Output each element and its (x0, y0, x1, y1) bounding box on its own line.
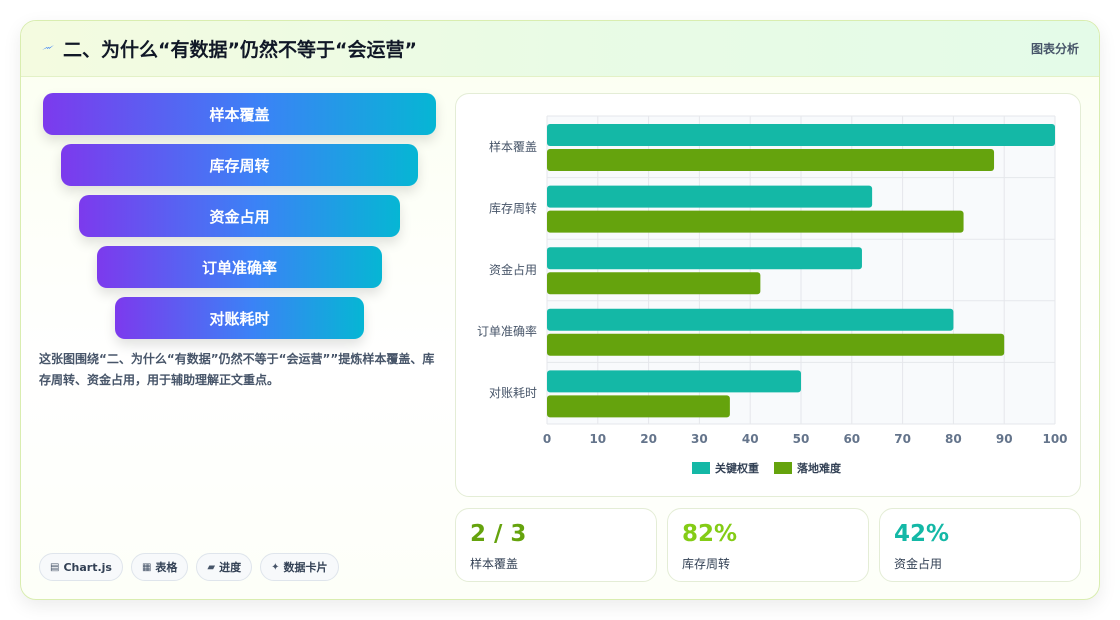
chip-progress[interactable]: ▰ 进度 (196, 553, 253, 581)
x-tick-label: 30 (691, 432, 708, 446)
bar-difficulty (547, 333, 1005, 356)
bar-weight (547, 124, 1055, 146)
x-tick-label: 70 (894, 432, 911, 446)
funnel-label: 资金占用 (209, 207, 270, 226)
category-label: 资金占用 (489, 262, 537, 277)
chart-panel: 样本覆盖库存周转资金占用订单准确率对账耗时 0 10 20 30 40 50 60 70 80 90… (455, 93, 1081, 497)
category-label: 样本覆盖 (489, 139, 537, 154)
tech-chips: ▤ Chart.js ▦ 表格 ▰ 进度 ✦ 数据卡片 (39, 553, 339, 581)
funnel-bar-inventory-turnover: 库存周转 (61, 144, 418, 186)
stat-value: 42% (894, 521, 950, 547)
card-icon: ✦ (271, 561, 280, 573)
x-tick-label: 80 (945, 432, 962, 446)
x-tick-label: 20 (640, 432, 657, 446)
bar-weight (547, 247, 862, 270)
bar-difficulty (547, 210, 964, 233)
stat-value: 2 / 3 (470, 521, 527, 547)
funnel-label: 样本覆盖 (209, 105, 270, 124)
chart-analysis-tag: 图表分析 (1030, 42, 1079, 56)
chip-chartjs[interactable]: ▤ Chart.js (39, 553, 123, 581)
stat-card-inventory-turnover: 82% 库存周转 (667, 508, 869, 582)
funnel-bar-reconciliation-time: 对账耗时 (115, 297, 364, 339)
x-tick-label: 50 (793, 432, 810, 446)
bar-weight (547, 185, 873, 208)
x-tick-label: 40 (742, 432, 759, 446)
category-label: 订单准确率 (477, 324, 537, 339)
chip-table[interactable]: ▦ 表格 (130, 553, 189, 581)
funnel-label: 库存周转 (209, 156, 270, 175)
table-icon: ▦ (141, 561, 152, 573)
section-header: 二、为什么“有数据”仍然不等于“会运营” 图表分析 (21, 21, 1099, 77)
category-label: 库存周转 (489, 200, 537, 215)
stat-label: 资金占用 (894, 557, 943, 571)
progress-icon: ▰ (207, 561, 216, 573)
stat-card-sample-coverage: 2 / 3 样本覆盖 (455, 508, 657, 582)
chip-data-card[interactable]: ✦ 数据卡片 (260, 553, 339, 581)
legend-label: 关键权重 (715, 461, 759, 475)
page-title: 二、为什么“有数据”仍然不等于“会运营” (63, 39, 417, 61)
content-card: 二、为什么“有数据”仍然不等于“会运营” 图表分析 样本覆盖 库存周转 资金占用… (20, 20, 1100, 600)
funnel-label: 对账耗时 (209, 309, 270, 328)
funnel-bar-sample-coverage: 样本覆盖 (43, 93, 436, 135)
chart-description: 这张图围绕“二、为什么“有数据”仍然不等于“会运营””提炼样本覆盖、库存周转、资… (39, 352, 435, 387)
legend-label: 落地难度 (797, 461, 842, 475)
lightning-icon (42, 45, 54, 50)
funnel-label: 订单准确率 (201, 258, 277, 277)
chip-label: 表格 (155, 561, 178, 574)
chip-label: Chart.js (63, 560, 112, 574)
legend-swatch (774, 462, 792, 474)
funnel-bar-order-accuracy: 订单准确率 (97, 246, 382, 288)
stat-label: 库存周转 (682, 557, 731, 571)
x-tick-label: 90 (996, 432, 1013, 446)
stat-label: 样本覆盖 (470, 557, 519, 571)
legend-swatch (692, 462, 710, 474)
bar-weight (547, 370, 801, 393)
bar-weight (547, 308, 954, 331)
stat-value: 82% (682, 521, 738, 547)
x-tick-label: 0 (543, 432, 551, 446)
funnel-bar-capital-usage: 资金占用 (79, 195, 400, 237)
stat-card-capital-usage: 42% 资金占用 (879, 508, 1081, 582)
chart-icon: ▤ (50, 561, 60, 573)
chip-label: 数据卡片 (283, 561, 328, 574)
x-tick-label: 10 (589, 432, 606, 446)
bar-difficulty (547, 149, 995, 171)
x-tick-label: 100 (1042, 432, 1067, 446)
category-label: 对账耗时 (489, 386, 537, 400)
bar-difficulty (547, 395, 730, 418)
x-tick-label: 60 (843, 432, 860, 446)
bar-difficulty (547, 272, 761, 295)
chip-label: 进度 (219, 561, 242, 574)
